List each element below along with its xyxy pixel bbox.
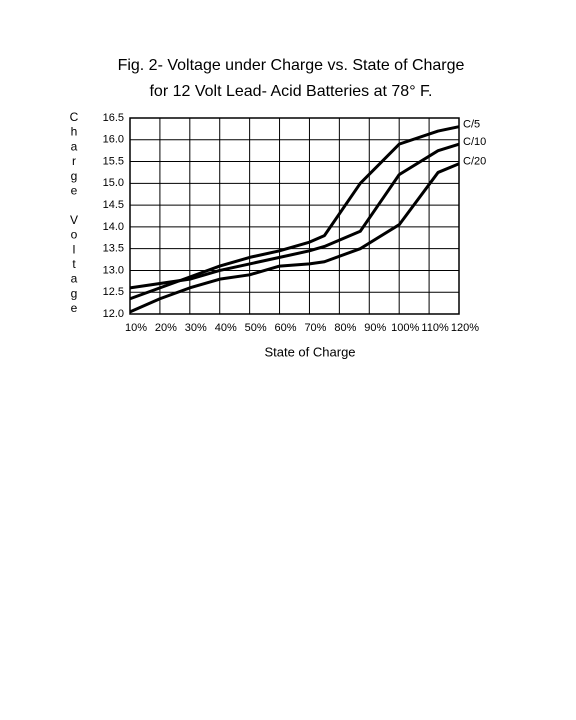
x-tick-label: 40% bbox=[215, 322, 237, 334]
chart-title: Fig. 2- Voltage under Charge vs. State o… bbox=[118, 57, 465, 74]
series-label: C/20 bbox=[463, 156, 486, 168]
y-tick-label: 13.5 bbox=[103, 243, 124, 255]
x-tick-label: 100% bbox=[391, 322, 419, 334]
y-tick-label: 15.0 bbox=[103, 177, 124, 189]
x-tick-label: 110% bbox=[421, 322, 449, 334]
plot-frame bbox=[129, 117, 460, 315]
y-tick-label: 16.5 bbox=[103, 112, 124, 124]
chart-title: for 12 Volt Lead- Acid Batteries at 78° … bbox=[149, 83, 432, 100]
line bbox=[129, 142, 460, 290]
y-tick-label: 13.0 bbox=[103, 264, 124, 276]
y-tick-label: 16.0 bbox=[103, 134, 124, 146]
y-tick-label: 15.5 bbox=[103, 155, 124, 167]
x-tick-label: 60% bbox=[275, 322, 297, 334]
x-tick-label: 70% bbox=[304, 322, 326, 334]
x-tick-label: 10% bbox=[125, 322, 147, 334]
x-tick-label: 20% bbox=[155, 322, 177, 334]
x-tick-label: 50% bbox=[245, 322, 267, 334]
series-label: C/10 bbox=[463, 136, 486, 148]
line bbox=[129, 162, 460, 314]
x-tick-label: 120% bbox=[451, 322, 479, 334]
y-tick-label: 12.5 bbox=[103, 286, 124, 298]
y-axis-title: Charge Voltage bbox=[67, 110, 81, 316]
x-axis-title: State of Charge bbox=[264, 344, 355, 359]
x-tick-label: 30% bbox=[185, 322, 207, 334]
y-tick-label: 14.5 bbox=[103, 199, 124, 211]
x-tick-label: 90% bbox=[364, 322, 386, 334]
y-tick-label: 14.0 bbox=[103, 221, 124, 233]
x-tick-label: 80% bbox=[334, 322, 356, 334]
y-tick-label: 12.0 bbox=[103, 308, 124, 320]
series-label: C/5 bbox=[463, 119, 480, 131]
